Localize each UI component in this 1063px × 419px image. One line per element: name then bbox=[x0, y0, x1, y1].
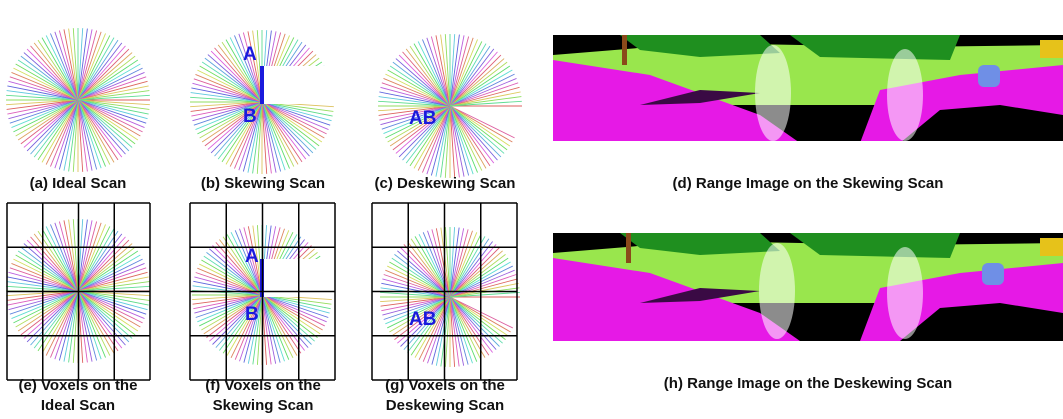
caption: Deskewing Scan bbox=[386, 397, 504, 414]
voxel-grid bbox=[7, 203, 150, 380]
point-label: AB bbox=[409, 108, 436, 129]
building bbox=[1040, 238, 1063, 256]
caption: Skewing Scan bbox=[213, 397, 314, 414]
caption: (g) Voxels on the bbox=[385, 377, 505, 394]
trunk bbox=[626, 233, 631, 263]
person bbox=[982, 263, 1004, 285]
caption: (d) Range Image on the Skewing Scan bbox=[673, 175, 944, 192]
scans bbox=[6, 28, 522, 380]
range-image bbox=[553, 35, 1063, 143]
caption: (c) Deskewing Scan bbox=[375, 175, 516, 192]
building bbox=[1040, 40, 1063, 58]
gap bbox=[262, 66, 339, 104]
voxel-grid bbox=[190, 203, 335, 380]
highlight bbox=[887, 49, 923, 141]
caption: (h) Range Image on the Deskewing Scan bbox=[664, 375, 952, 392]
highlight bbox=[887, 247, 923, 339]
point-label: A bbox=[245, 246, 259, 267]
point-label: B bbox=[243, 106, 257, 127]
point-label: B bbox=[245, 304, 259, 325]
scan bbox=[190, 30, 339, 174]
highlight bbox=[759, 243, 795, 339]
point-label: AB bbox=[409, 309, 436, 330]
caption: (e) Voxels on the bbox=[19, 377, 138, 394]
trunk bbox=[622, 35, 627, 65]
caption: Ideal Scan bbox=[41, 397, 115, 414]
scan bbox=[192, 225, 337, 365]
scan bbox=[6, 28, 150, 172]
scan bbox=[378, 34, 522, 178]
caption: (b) Skewing Scan bbox=[201, 175, 325, 192]
caption: (a) Ideal Scan bbox=[30, 175, 127, 192]
person bbox=[978, 65, 1000, 87]
highlight bbox=[755, 45, 791, 141]
figure: A B AB A B AB (a) Ideal Scan (b) Skewing… bbox=[0, 0, 1063, 419]
range-image bbox=[553, 233, 1063, 341]
point-label: A bbox=[243, 44, 257, 65]
caption: (f) Voxels on the bbox=[205, 377, 321, 394]
voxel-grid bbox=[372, 203, 517, 380]
